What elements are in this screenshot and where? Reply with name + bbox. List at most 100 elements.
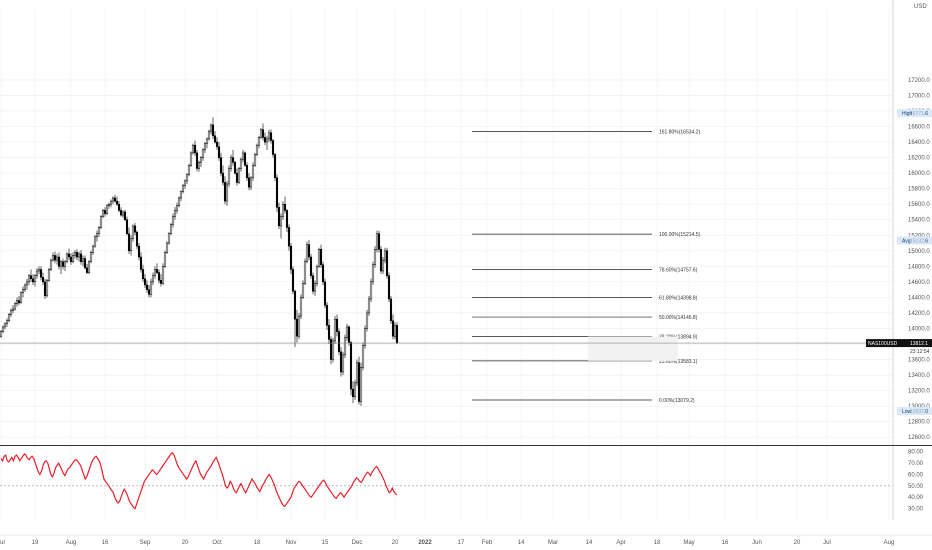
candle-body: [149, 281, 153, 295]
candle-body: [111, 197, 115, 202]
candle-body: [231, 157, 235, 163]
candle-body: [389, 298, 393, 321]
candle-body: [25, 281, 29, 286]
price-tick-label: 15800.0: [908, 187, 930, 193]
rsi-tick-label: 30.00: [908, 507, 924, 513]
price-tick-label: 16000.0: [908, 171, 930, 177]
price-tick-label: 12600.0: [908, 435, 930, 441]
candle-body: [171, 216, 175, 225]
avg-marker-tag: [898, 236, 924, 245]
candle-body: [363, 328, 367, 346]
candle-body: [87, 261, 91, 273]
candle-body: [233, 162, 237, 174]
price-tick-label: 15400.0: [908, 218, 930, 224]
candle-body: [23, 284, 27, 290]
candle-body: [213, 135, 217, 143]
candle-body: [125, 219, 129, 234]
candle-body: [373, 249, 377, 266]
time-tick-label: Aug: [66, 540, 77, 546]
candle-body: [167, 233, 171, 244]
candle-body: [359, 367, 363, 402]
candle-body: [245, 165, 249, 179]
time-tick-label: 18: [254, 540, 261, 546]
time-tick-label: May: [683, 540, 694, 546]
candle-body: [3, 323, 7, 328]
candle-body: [47, 269, 51, 281]
time-tick-label: Nov: [286, 540, 297, 546]
candle-body: [201, 149, 205, 158]
price-tick-label: 14600.0: [908, 280, 930, 286]
time-tick-label: Jun: [752, 540, 762, 546]
candle-body: [93, 236, 97, 247]
price-tick-label: 15600.0: [908, 202, 930, 208]
candle-body: [355, 362, 359, 384]
candle-body: [351, 388, 355, 398]
candle-body: [9, 310, 13, 315]
candle-body: [109, 200, 113, 205]
candle-body: [375, 233, 379, 250]
candle-body: [15, 300, 19, 304]
fib-level-label: 61.80%(14398.8): [659, 296, 698, 302]
candle-body: [281, 203, 285, 217]
candle-body: [367, 298, 371, 314]
candle-body: [297, 315, 301, 337]
candle-body: [369, 281, 373, 300]
last-marker-time: 23:12:54: [910, 349, 930, 355]
candle-body: [163, 252, 167, 267]
candle-body: [247, 177, 251, 188]
fib-level-label: 50.00%(14146.8): [659, 315, 698, 321]
candle-body: [313, 283, 317, 292]
candle-body: [203, 143, 207, 151]
candle-body: [55, 256, 59, 261]
candle-body: [7, 314, 11, 321]
low-marker-label: Low: [902, 409, 912, 415]
candle-body: [381, 259, 385, 272]
candle-body: [353, 382, 357, 398]
candle-body: [219, 157, 223, 174]
candle-body: [135, 231, 139, 247]
price-tick-label: 16200.0: [908, 156, 930, 162]
candle-body: [263, 137, 267, 143]
candle-body: [107, 203, 111, 206]
candle-body: [331, 340, 335, 360]
candle-body: [217, 146, 221, 158]
time-tick-label: Sep: [140, 540, 151, 546]
price-tick-label: 14200.0: [908, 311, 930, 317]
rsi-line: [0, 451, 398, 510]
candle-body: [121, 211, 125, 216]
last-marker-value: 13812.1: [910, 341, 928, 347]
candle-body: [191, 144, 195, 154]
candle-body: [215, 141, 219, 147]
candle-body: [291, 269, 295, 292]
candle-body: [105, 205, 109, 214]
price-tick-label: 12800.0: [908, 420, 930, 426]
candle-body: [385, 250, 389, 276]
candle-body: [195, 152, 199, 169]
candle-body: [317, 249, 321, 267]
candle-body: [305, 244, 309, 262]
candle-body: [265, 138, 269, 143]
candle-body: [75, 252, 79, 258]
candle-body: [241, 152, 245, 160]
rsi-tick-label: 50.00: [908, 484, 924, 490]
candle-body: [307, 244, 311, 258]
candle-body: [299, 297, 303, 317]
candle-body: [139, 256, 143, 270]
candle-body: [29, 275, 33, 280]
candle-body: [283, 203, 287, 211]
candle-body: [339, 351, 343, 373]
candle-body: [293, 290, 297, 320]
time-tick-label: 16: [722, 540, 729, 546]
candle-body: [37, 269, 41, 272]
fib-level-label: 100.00%(15214.5): [659, 232, 700, 238]
price-unit-label: USD: [914, 4, 927, 10]
candle-body: [65, 253, 69, 262]
candle-body: [229, 157, 233, 169]
candle-body: [391, 320, 395, 337]
candle-body: [199, 157, 203, 163]
fib-level-label: 23.60%(13583.1): [659, 359, 698, 365]
candle-body: [137, 245, 141, 258]
fib-level-label: 38.20%(13894.9): [659, 335, 698, 341]
candle-body: [123, 211, 127, 220]
candle-body: [61, 261, 65, 267]
